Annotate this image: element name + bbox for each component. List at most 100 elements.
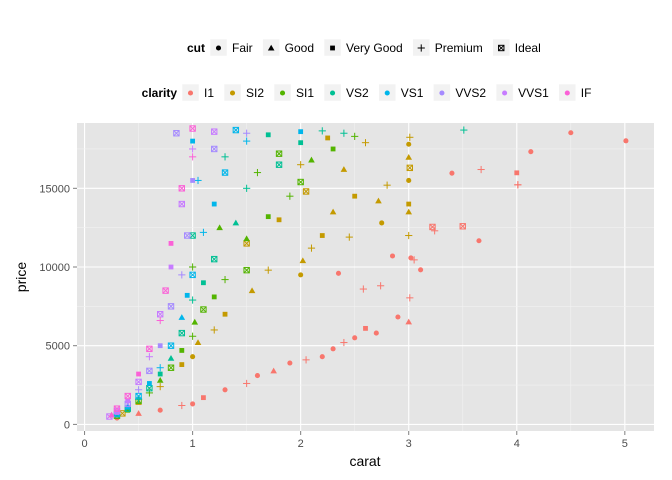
- data-point: [459, 223, 466, 230]
- data-point: [329, 208, 337, 215]
- data-point: [156, 377, 164, 383]
- legend-label: Good: [285, 41, 314, 55]
- legend-key-dot-icon: [564, 90, 570, 96]
- x-tick-label: 4: [514, 438, 520, 450]
- data-point: [178, 401, 186, 410]
- legend-item: Fair: [209, 38, 253, 57]
- y-tick-label: 0: [64, 419, 70, 431]
- data-point: [408, 255, 414, 261]
- data-point: [297, 161, 305, 169]
- data-point: [194, 176, 202, 185]
- data-point: [178, 329, 186, 337]
- legend-label: IF: [581, 86, 592, 100]
- grid-lines: [77, 123, 654, 431]
- data-point: [286, 192, 294, 200]
- data-point: [135, 378, 142, 386]
- data-point: [190, 178, 196, 183]
- data-point: [243, 137, 251, 145]
- data-point: [363, 325, 368, 331]
- data-point: [189, 145, 197, 153]
- data-point: [406, 141, 412, 147]
- data-point: [200, 306, 207, 313]
- data-point: [191, 318, 199, 325]
- legend-item: VVS1: [495, 83, 549, 102]
- data-point: [405, 154, 413, 160]
- data-point: [318, 127, 326, 135]
- data-point: [135, 392, 142, 400]
- data-point: [221, 275, 229, 284]
- data-point: [308, 156, 315, 163]
- data-point: [167, 354, 175, 361]
- data-point: [449, 170, 455, 176]
- series-vvs2: [114, 129, 251, 415]
- data-point: [157, 343, 163, 349]
- data-point: [190, 401, 196, 407]
- data-point: [189, 332, 197, 340]
- data-point: [167, 342, 175, 349]
- x-tick-label: 2: [298, 438, 304, 450]
- legend-label: VVS1: [518, 86, 549, 100]
- data-point: [418, 267, 424, 273]
- data-point: [405, 318, 413, 325]
- x-tick-label: 0: [82, 438, 88, 450]
- axes: 0 1 2 3 4 5 0 5000 10000 15000: [39, 183, 627, 450]
- data-point: [476, 238, 482, 244]
- legend-key-square-cross-icon: [498, 44, 505, 52]
- data-point: [287, 360, 293, 366]
- data-point: [168, 264, 174, 270]
- data-point: [253, 168, 262, 177]
- data-point: [211, 128, 218, 135]
- legend-key-dot-icon: [384, 90, 390, 96]
- data-point: [184, 292, 190, 298]
- legend-label: VS1: [401, 86, 424, 100]
- data-point: [319, 354, 325, 360]
- x-tick-label: 5: [622, 438, 628, 450]
- legend-key-dot-icon: [279, 90, 286, 96]
- data-point: [232, 126, 240, 134]
- legend-item: IF: [558, 83, 592, 102]
- legend-item: VS2: [323, 83, 369, 102]
- legend-key-circle-icon: [215, 45, 222, 51]
- data-point: [178, 314, 186, 320]
- legend-label: SI1: [296, 86, 314, 100]
- data-point: [125, 398, 131, 404]
- data-point: [156, 364, 164, 372]
- legend-clarity: clarity I1 SI2 SI1 VS2 VS1 VVS2 VVS1 IF: [142, 83, 592, 102]
- data-point: [178, 200, 186, 208]
- data-point: [168, 240, 174, 246]
- series-si2: [119, 133, 414, 417]
- data-point: [201, 280, 206, 286]
- data-point: [173, 130, 180, 137]
- series-i1: [114, 130, 629, 421]
- data-point: [528, 149, 534, 155]
- data-point: [190, 138, 196, 144]
- data-point: [297, 178, 304, 186]
- data-point: [194, 339, 202, 346]
- data-point: [178, 185, 186, 192]
- data-point: [335, 270, 342, 276]
- data-point: [568, 130, 574, 136]
- data-point: [145, 353, 153, 361]
- data-point: [298, 140, 304, 146]
- data-point: [125, 407, 131, 413]
- data-point: [113, 405, 121, 412]
- data-point: [189, 263, 197, 271]
- data-point: [108, 411, 115, 418]
- data-point: [406, 164, 414, 172]
- data-point: [298, 272, 304, 278]
- data-point: [275, 161, 283, 168]
- data-point: [406, 294, 414, 302]
- data-point: [395, 314, 401, 320]
- legend-item: Premium: [412, 38, 483, 57]
- data-point: [429, 223, 436, 231]
- data-point: [340, 338, 348, 347]
- data-point: [211, 255, 218, 263]
- data-point: [243, 266, 250, 274]
- series-vs2: [114, 126, 468, 418]
- data-point: [146, 345, 153, 353]
- y-tick-label: 15000: [39, 183, 70, 195]
- data-point: [299, 257, 307, 264]
- legend-item: I1: [181, 83, 214, 102]
- data-point: [477, 165, 485, 174]
